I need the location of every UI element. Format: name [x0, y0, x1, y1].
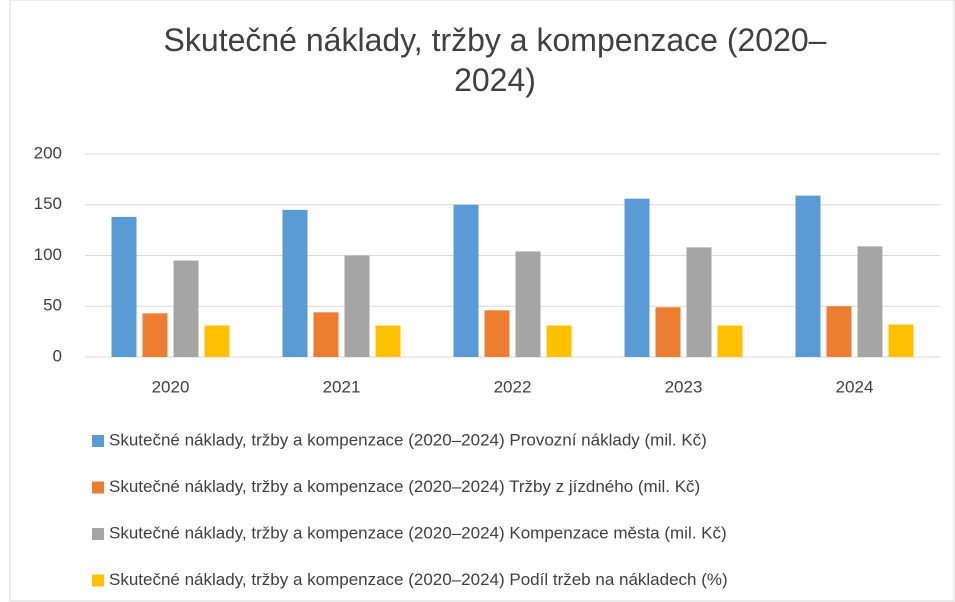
x-tick-label: 2023 — [665, 377, 703, 396]
x-tick-label: 2020 — [152, 377, 190, 396]
y-tick-label: 150 — [34, 194, 62, 213]
bar — [484, 310, 510, 357]
y-tick-label: 50 — [43, 296, 62, 315]
bar — [173, 260, 199, 357]
y-tick-label: 0 — [53, 346, 62, 365]
bar — [546, 325, 572, 357]
x-tick-label: 2022 — [494, 377, 532, 396]
legend-swatch — [92, 435, 104, 447]
bar — [344, 255, 370, 357]
bar — [313, 312, 339, 357]
legend-swatch — [92, 528, 104, 540]
legend-label: Skutečné náklady, tržby a kompenzace (20… — [109, 523, 727, 542]
bar — [888, 324, 914, 357]
legend-swatch — [92, 574, 104, 587]
bar — [282, 209, 308, 357]
bar — [375, 325, 401, 357]
bar — [204, 325, 230, 357]
bar — [686, 247, 712, 357]
legend-label: Skutečné náklady, tržby a kompenzace (20… — [109, 570, 728, 589]
x-tick-label: 2021 — [323, 377, 361, 396]
chart-title: Skutečné náklady, tržby a kompenzace (20… — [163, 22, 827, 98]
legend-label: Skutečné náklady, tržby a kompenzace (20… — [109, 430, 707, 449]
legend-label: Skutečné náklady, tržby a kompenzace (20… — [109, 477, 700, 496]
bar — [857, 246, 883, 357]
bar — [826, 306, 852, 357]
bar — [515, 251, 541, 357]
bar — [795, 195, 821, 357]
bar — [111, 216, 137, 357]
bar — [655, 307, 681, 357]
legend: Skutečné náklady, tržby a kompenzace (20… — [92, 430, 728, 589]
x-tick-label: 2024 — [836, 377, 874, 396]
y-tick-label: 200 — [34, 143, 62, 162]
bar — [717, 325, 743, 357]
chart-border — [9, 0, 955, 602]
bar — [142, 313, 168, 357]
y-tick-label: 100 — [34, 245, 62, 264]
legend-swatch — [92, 481, 104, 494]
bar — [624, 198, 650, 357]
bar — [453, 204, 479, 357]
